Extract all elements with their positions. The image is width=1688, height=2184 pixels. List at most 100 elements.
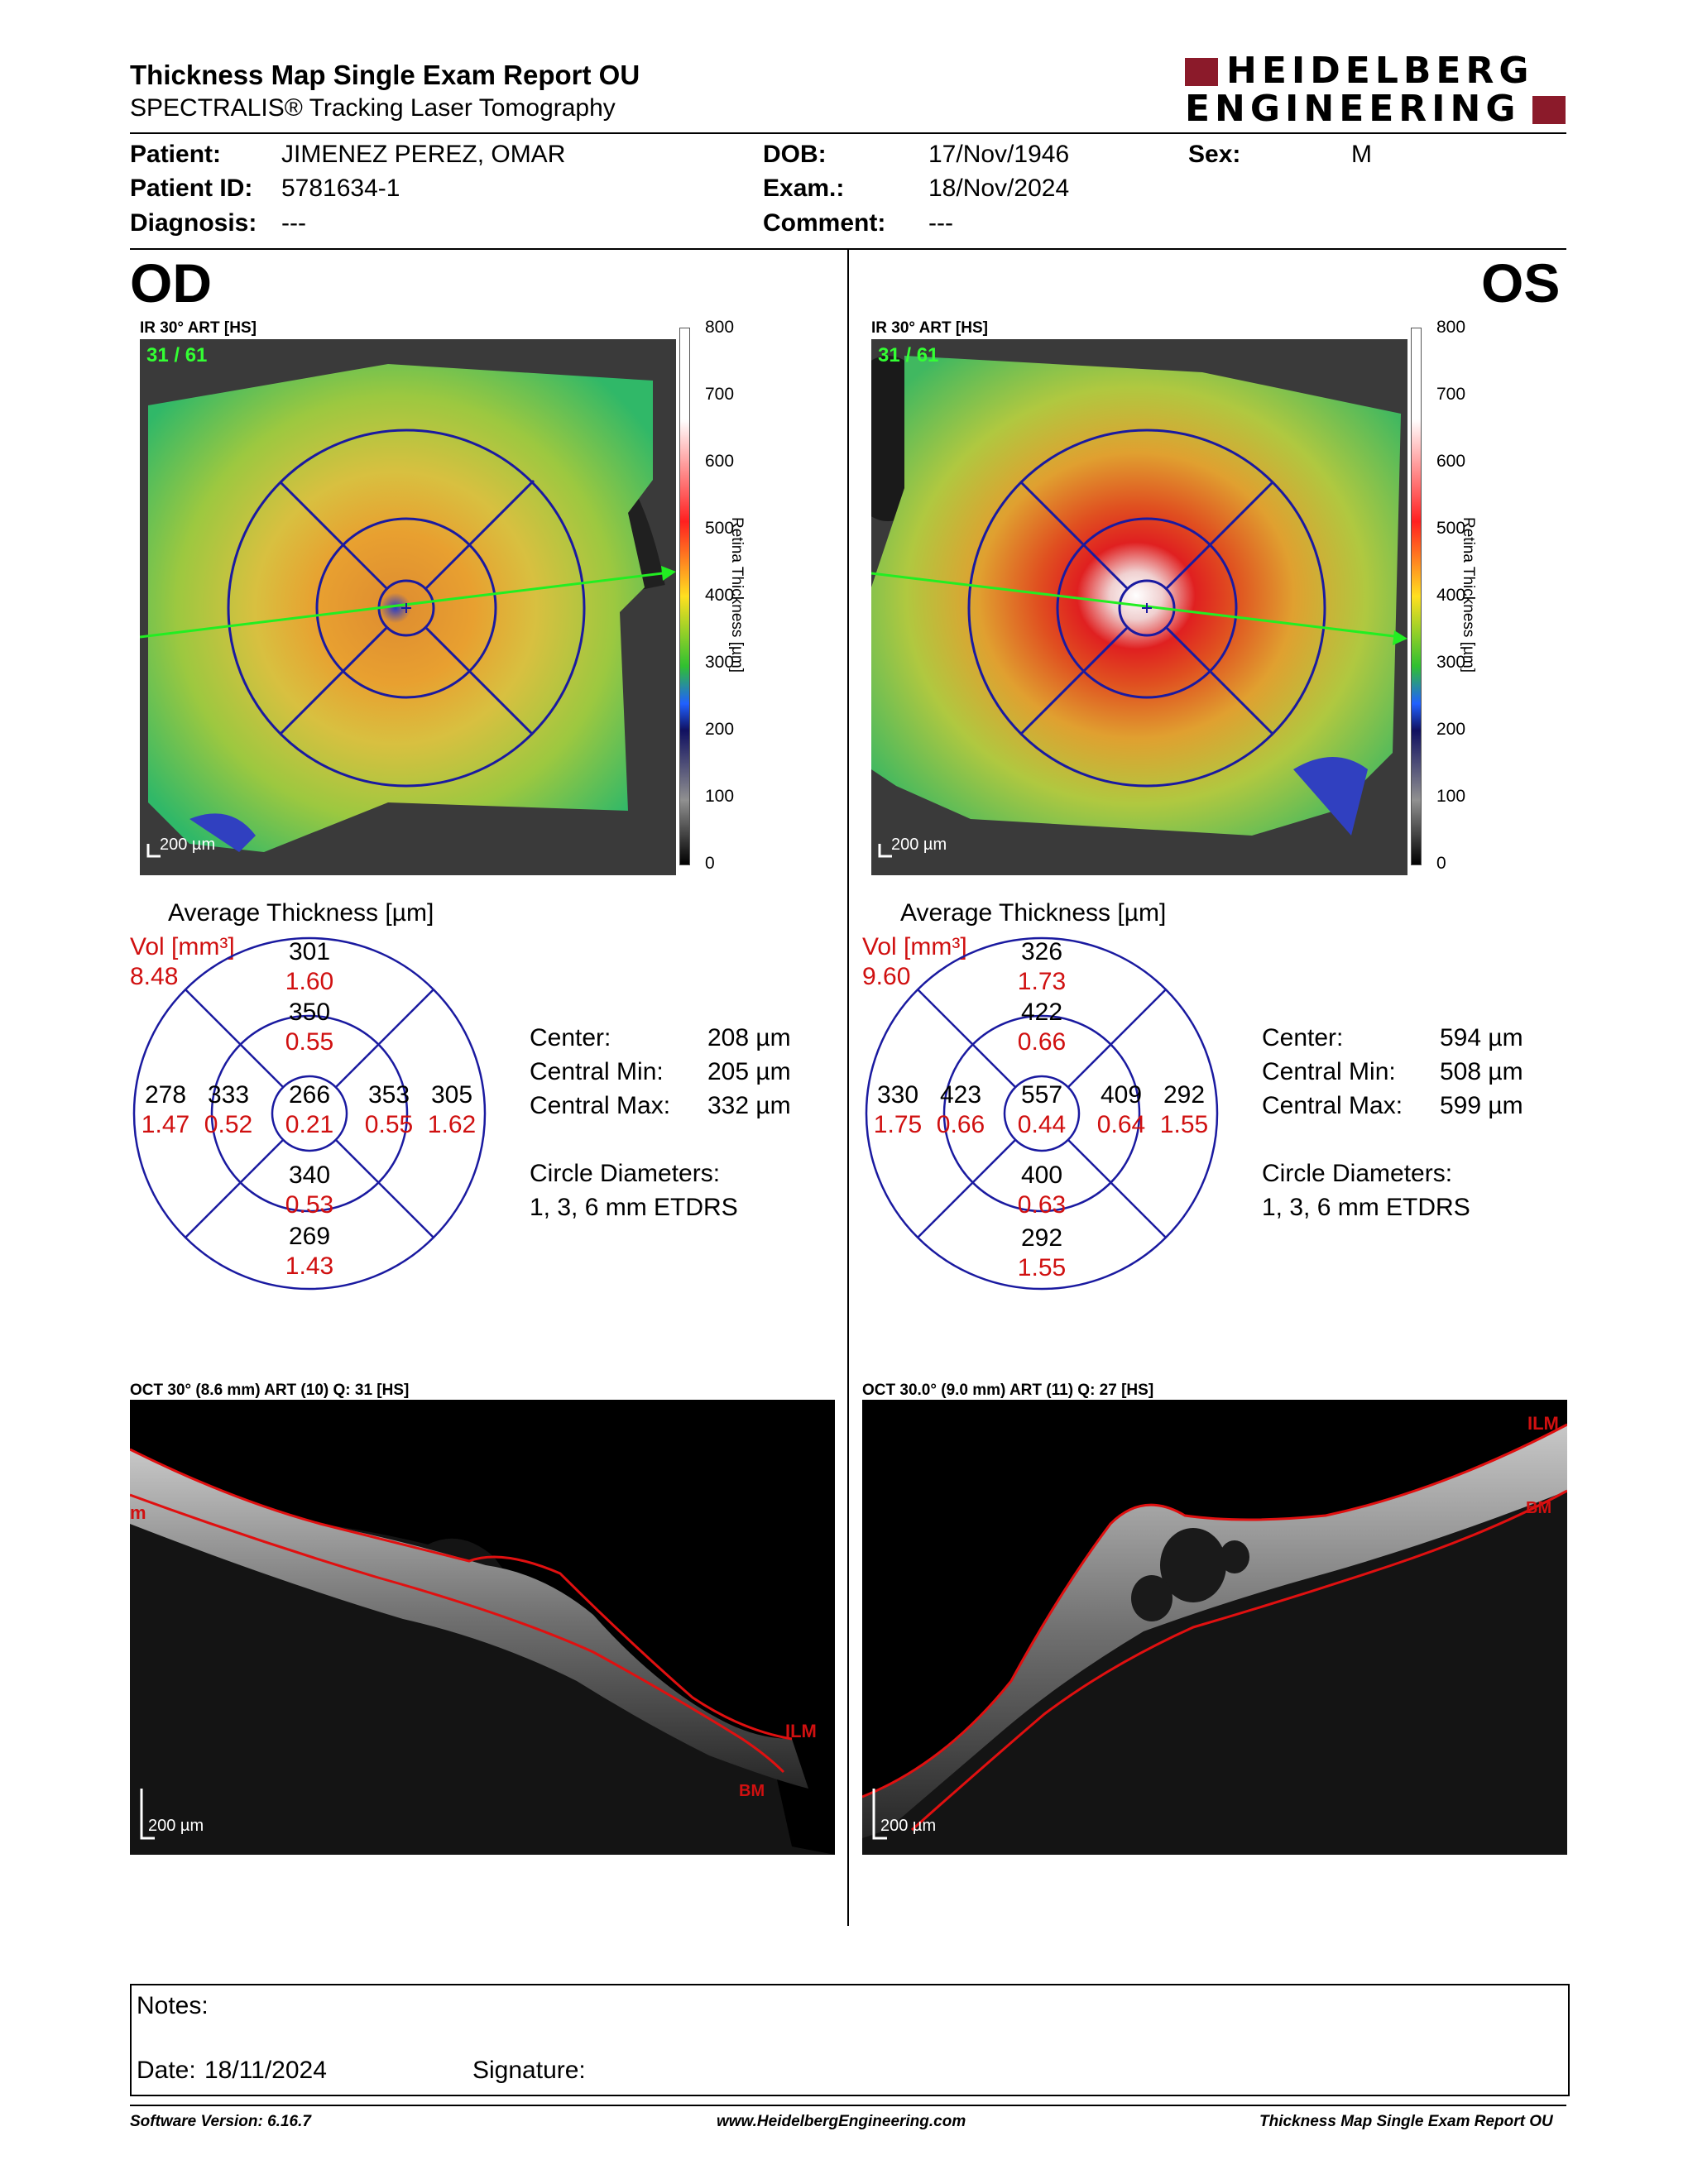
- od-bscan-image: m ILM BM 200 µm: [130, 1400, 835, 1855]
- od-oct-title: OCT 30° (8.6 mm) ART (10) Q: 31 [HS]: [130, 1382, 410, 1399]
- patient-divider: [130, 248, 1566, 250]
- os-thickness-map: [871, 339, 1407, 875]
- os-inner-inf-volume: 0.63: [1017, 1191, 1067, 1219]
- os-vol-label: Vol [mm³]: [862, 933, 967, 960]
- od-fundus-scalebar: 200 µm: [160, 836, 216, 854]
- od-thickness-map: [140, 339, 676, 875]
- os-inner-temp-volume: 0.66: [936, 1111, 985, 1138]
- od-tick-0: 800: [705, 318, 735, 337]
- od-circle-label: Circle Diameters:: [530, 1160, 721, 1187]
- od-color-scale: [679, 328, 690, 865]
- od-outer-inf-thickness: 269: [288, 1223, 331, 1250]
- od-center-label: Center:: [530, 1024, 611, 1051]
- footer-divider: [130, 2105, 1566, 2106]
- notes-box: Notes: Date: 18/11/2024 Signature:: [130, 1984, 1570, 2096]
- os-cmax-value: 599 µm: [1440, 1092, 1523, 1119]
- os-frame-count: 31 / 61: [878, 344, 939, 366]
- os-scale-label: Retina Thickness [µm]: [1460, 517, 1477, 673]
- od-inner-sup-volume: 0.55: [285, 1028, 334, 1056]
- os-tick-3: 500: [1436, 519, 1466, 538]
- od-inner-nas-thickness: 353: [367, 1081, 410, 1109]
- exam-date: 18/Nov/2024: [928, 175, 1070, 202]
- sex-label: Sex:: [1188, 141, 1241, 168]
- od-fundus-title: IR 30° ART [HS]: [140, 319, 257, 337]
- os-outer-nas-volume: 1.55: [1159, 1111, 1209, 1138]
- report-subtitle: SPECTRALIS® Tracking Laser Tomography: [130, 94, 616, 122]
- od-ilm-label: ILM: [785, 1721, 817, 1741]
- os-center-volume: 0.44: [1017, 1111, 1067, 1138]
- os-outer-nas-thickness: 292: [1163, 1081, 1206, 1109]
- heidelberg-logo: HEIDELBERG ENGINEERING: [1185, 50, 1567, 131]
- logo-line2: ENGINEERING: [1185, 88, 1521, 130]
- logo-line1: HEIDELBERG: [1226, 50, 1534, 92]
- os-outer-sup-thickness: 326: [1020, 938, 1063, 965]
- od-cmin-value: 205 µm: [707, 1058, 791, 1085]
- os-tick-2: 600: [1436, 452, 1466, 471]
- od-avg-title: Average Thickness [µm]: [168, 899, 434, 927]
- notes-label: Notes:: [137, 1992, 209, 2019]
- os-color-scale: [1411, 328, 1422, 865]
- patient-name-label: Patient:: [130, 141, 222, 168]
- os-circle-value: 1, 3, 6 mm ETDRS: [1262, 1194, 1470, 1221]
- os-inner-sup-volume: 0.66: [1017, 1028, 1067, 1056]
- signature-label: Signature:: [472, 2057, 586, 2084]
- patient-id: 5781634-1: [281, 175, 400, 202]
- od-inner-inf-thickness: 340: [288, 1161, 331, 1189]
- os-inner-sup-thickness: 422: [1020, 999, 1063, 1026]
- os-outer-sup-volume: 1.73: [1017, 968, 1067, 995]
- os-fundus-scalebar: 200 µm: [891, 836, 947, 854]
- website: www.HeidelbergEngineering.com: [717, 2113, 966, 2130]
- os-outer-temp-thickness: 330: [876, 1081, 919, 1109]
- od-outer-sup-thickness: 301: [288, 938, 331, 965]
- od-tick-7: 100: [705, 787, 735, 806]
- os-inner-nas-thickness: 409: [1100, 1081, 1143, 1109]
- os-fundus-title: IR 30° ART [HS]: [871, 319, 988, 337]
- os-bm-label: BM: [1526, 1499, 1552, 1517]
- center-divider: [847, 250, 849, 1926]
- software-version: Software Version: 6.16.7: [130, 2113, 311, 2130]
- od-tick-8: 0: [705, 854, 715, 873]
- od-bscan-drawing: [130, 1448, 835, 1855]
- os-tick-1: 700: [1436, 385, 1466, 404]
- comment-label: Comment:: [763, 209, 886, 237]
- os-center-thickness: 557: [1020, 1081, 1063, 1109]
- od-tick-3: 500: [705, 519, 735, 538]
- os-avg-title: Average Thickness [µm]: [900, 899, 1167, 927]
- os-cmin-value: 508 µm: [1440, 1058, 1523, 1085]
- od-inner-sup-thickness: 350: [288, 999, 331, 1026]
- od-outer-nas-volume: 1.62: [427, 1111, 477, 1138]
- od-ilm-edge-label: m: [130, 1502, 146, 1523]
- od-bm-label: BM: [739, 1782, 765, 1800]
- od-center-value: 208 µm: [707, 1024, 791, 1051]
- sex: M: [1351, 141, 1372, 168]
- os-center-value: 594 µm: [1440, 1024, 1523, 1051]
- os-outer-inf-thickness: 292: [1020, 1224, 1063, 1252]
- exam-label: Exam.:: [763, 175, 845, 202]
- os-fundus-image: 31 / 61 200 µm: [871, 339, 1407, 875]
- od-outer-temp-volume: 1.47: [141, 1111, 190, 1138]
- od-tick-5: 300: [705, 653, 735, 672]
- comment: ---: [928, 209, 953, 237]
- dob: 17/Nov/1946: [928, 141, 1070, 168]
- od-inner-temp-volume: 0.52: [204, 1111, 253, 1138]
- report-title: Thickness Map Single Exam Report OU: [130, 60, 640, 90]
- os-bscan-scalebar: 200 µm: [880, 1817, 937, 1835]
- os-oct-title: OCT 30.0° (9.0 mm) ART (11) Q: 27 [HS]: [862, 1382, 1154, 1399]
- od-outer-inf-volume: 1.43: [285, 1252, 334, 1280]
- os-etdrs-grid: [865, 936, 1219, 1291]
- os-tick-4: 400: [1436, 586, 1466, 605]
- report-name: Thickness Map Single Exam Report OU: [1259, 2113, 1553, 2130]
- logo-square-bottom: [1532, 96, 1566, 124]
- header-divider: [130, 132, 1566, 134]
- os-outer-inf-volume: 1.55: [1017, 1254, 1067, 1281]
- os-inner-inf-thickness: 400: [1020, 1161, 1063, 1189]
- od-cmin-label: Central Min:: [530, 1058, 664, 1085]
- os-tick-5: 300: [1436, 653, 1466, 672]
- os-cmin-label: Central Min:: [1262, 1058, 1396, 1085]
- os-circle-label: Circle Diameters:: [1262, 1160, 1453, 1187]
- os-inner-nas-volume: 0.64: [1096, 1111, 1146, 1138]
- od-fundus-image: 31 / 61 200 µm: [140, 339, 676, 875]
- od-outer-sup-volume: 1.60: [285, 968, 334, 995]
- od-frame-count: 31 / 61: [146, 344, 208, 366]
- os-vol-total: 9.60: [862, 963, 911, 990]
